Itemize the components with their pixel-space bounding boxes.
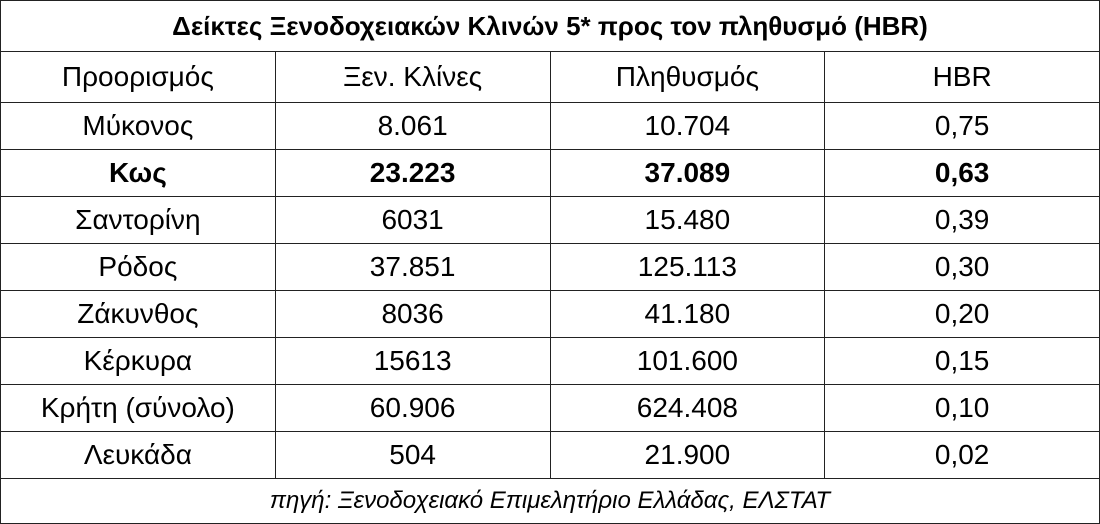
table-row: Μύκονος 8.061 10.704 0,75	[0, 102, 1100, 150]
column-header: Ξεν. Κλίνες	[274, 51, 551, 103]
table-cell: 37.851	[274, 243, 551, 291]
table-row: Λευκάδα 504 21.900 0,02	[0, 431, 1100, 479]
table-row: Κέρκυρα 15613 101.600 0,15	[0, 337, 1100, 385]
table-row: Ρόδος 37.851 125.113 0,30	[0, 243, 1100, 291]
table-row: Ζάκυνθος 8036 41.180 0,20	[0, 290, 1100, 338]
table-cell: 6031	[274, 196, 551, 244]
table-cell: Σαντορίνη	[0, 196, 276, 244]
table-cell: Λευκάδα	[0, 431, 276, 479]
table-cell: 41.180	[549, 290, 826, 338]
table-cell: 125.113	[549, 243, 826, 291]
table-cell: Μύκονος	[0, 102, 276, 150]
table-cell: 60.906	[274, 384, 551, 432]
table-cell: 15613	[274, 337, 551, 385]
table-cell: 0,15	[824, 337, 1100, 385]
table-row: Κρήτη (σύνολο) 60.906 624.408 0,10	[0, 384, 1100, 432]
table-cell: Ρόδος	[0, 243, 276, 291]
table-cell: 504	[274, 431, 551, 479]
table-cell: 0,39	[824, 196, 1100, 244]
source-note: πηγή: Ξενοδοχειακό Επιμελητήριο Ελλάδας,…	[0, 478, 1100, 524]
column-header: Προορισμός	[0, 51, 276, 103]
table-cell: 0,75	[824, 102, 1100, 150]
column-header: Πληθυσμός	[549, 51, 826, 103]
source-row: πηγή: Ξενοδοχειακό Επιμελητήριο Ελλάδας,…	[0, 478, 1100, 524]
table-cell: 15.480	[549, 196, 826, 244]
table-cell: 0,10	[824, 384, 1100, 432]
table-cell: Ζάκυνθος	[0, 290, 276, 338]
table-cell: 23.223	[274, 149, 551, 197]
table-cell: Κέρκυρα	[0, 337, 276, 385]
table-cell: 10.704	[549, 102, 826, 150]
table-cell: 0,30	[824, 243, 1100, 291]
header-row: Προορισμός Ξεν. Κλίνες Πληθυσμός HBR	[0, 51, 1100, 103]
table-cell: 8036	[274, 290, 551, 338]
table-cell: 0,20	[824, 290, 1100, 338]
table-cell: 0,63	[824, 149, 1100, 197]
title-row: Δείκτες Ξενοδοχειακών Κλινών 5* προς τον…	[0, 0, 1100, 52]
table-cell: 8.061	[274, 102, 551, 150]
table-cell: 624.408	[549, 384, 826, 432]
table-cell: Κρήτη (σύνολο)	[0, 384, 276, 432]
table-row: Κως 23.223 37.089 0,63	[0, 149, 1100, 197]
table-cell: Κως	[0, 149, 276, 197]
table-title: Δείκτες Ξενοδοχειακών Κλινών 5* προς τον…	[0, 0, 1100, 52]
column-header: HBR	[824, 51, 1100, 103]
table-row: Σαντορίνη 6031 15.480 0,39	[0, 196, 1100, 244]
table-cell: 101.600	[549, 337, 826, 385]
table-cell: 0,02	[824, 431, 1100, 479]
table-cell: 21.900	[549, 431, 826, 479]
table-cell: 37.089	[549, 149, 826, 197]
